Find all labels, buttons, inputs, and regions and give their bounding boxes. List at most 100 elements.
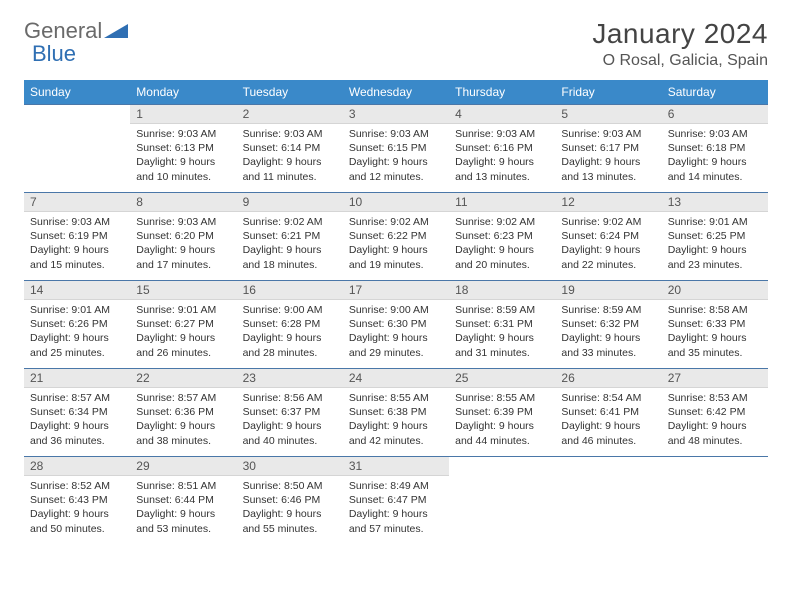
day-details: Sunrise: 8:58 AMSunset: 6:33 PMDaylight:… [662,300,768,363]
calendar-row: 1Sunrise: 9:03 AMSunset: 6:13 PMDaylight… [24,105,768,193]
day-details: Sunrise: 9:02 AMSunset: 6:21 PMDaylight:… [237,212,343,275]
day-details: Sunrise: 8:55 AMSunset: 6:39 PMDaylight:… [449,388,555,451]
calendar-cell: 19Sunrise: 8:59 AMSunset: 6:32 PMDayligh… [555,281,661,369]
calendar-row: 28Sunrise: 8:52 AMSunset: 6:43 PMDayligh… [24,457,768,545]
day-number-empty [662,457,768,475]
day-header: Saturday [662,80,768,105]
day-number: 26 [555,369,661,388]
title-block: January 2024 O Rosal, Galicia, Spain [592,18,768,70]
day-header: Sunday [24,80,130,105]
calendar-cell: 13Sunrise: 9:01 AMSunset: 6:25 PMDayligh… [662,193,768,281]
day-details: Sunrise: 9:03 AMSunset: 6:19 PMDaylight:… [24,212,130,275]
calendar-table: SundayMondayTuesdayWednesdayThursdayFrid… [24,80,768,545]
calendar-row: 7Sunrise: 9:03 AMSunset: 6:19 PMDaylight… [24,193,768,281]
calendar-cell [449,457,555,545]
day-number: 4 [449,105,555,124]
calendar-cell: 3Sunrise: 9:03 AMSunset: 6:15 PMDaylight… [343,105,449,193]
day-details: Sunrise: 8:54 AMSunset: 6:41 PMDaylight:… [555,388,661,451]
day-details: Sunrise: 9:03 AMSunset: 6:16 PMDaylight:… [449,124,555,187]
day-header: Wednesday [343,80,449,105]
day-number: 8 [130,193,236,212]
day-number: 18 [449,281,555,300]
header: General January 2024 O Rosal, Galicia, S… [24,18,768,70]
day-number: 13 [662,193,768,212]
day-number: 11 [449,193,555,212]
day-number: 12 [555,193,661,212]
day-details: Sunrise: 9:02 AMSunset: 6:23 PMDaylight:… [449,212,555,275]
day-number: 30 [237,457,343,476]
day-number: 3 [343,105,449,124]
day-number: 5 [555,105,661,124]
calendar-cell: 25Sunrise: 8:55 AMSunset: 6:39 PMDayligh… [449,369,555,457]
calendar-cell [662,457,768,545]
day-details: Sunrise: 9:03 AMSunset: 6:15 PMDaylight:… [343,124,449,187]
day-number: 27 [662,369,768,388]
day-details: Sunrise: 8:49 AMSunset: 6:47 PMDaylight:… [343,476,449,539]
calendar-cell: 8Sunrise: 9:03 AMSunset: 6:20 PMDaylight… [130,193,236,281]
day-number: 28 [24,457,130,476]
calendar-cell: 14Sunrise: 9:01 AMSunset: 6:26 PMDayligh… [24,281,130,369]
calendar-cell: 11Sunrise: 9:02 AMSunset: 6:23 PMDayligh… [449,193,555,281]
calendar-cell: 28Sunrise: 8:52 AMSunset: 6:43 PMDayligh… [24,457,130,545]
calendar-cell: 23Sunrise: 8:56 AMSunset: 6:37 PMDayligh… [237,369,343,457]
calendar-cell: 18Sunrise: 8:59 AMSunset: 6:31 PMDayligh… [449,281,555,369]
day-details: Sunrise: 9:03 AMSunset: 6:14 PMDaylight:… [237,124,343,187]
calendar-cell: 4Sunrise: 9:03 AMSunset: 6:16 PMDaylight… [449,105,555,193]
day-number: 15 [130,281,236,300]
calendar-cell: 15Sunrise: 9:01 AMSunset: 6:27 PMDayligh… [130,281,236,369]
day-details: Sunrise: 9:01 AMSunset: 6:25 PMDaylight:… [662,212,768,275]
day-number: 2 [237,105,343,124]
calendar-cell: 16Sunrise: 9:00 AMSunset: 6:28 PMDayligh… [237,281,343,369]
day-number: 25 [449,369,555,388]
logo-text-blue: Blue [32,41,76,67]
day-number: 14 [24,281,130,300]
calendar-cell: 26Sunrise: 8:54 AMSunset: 6:41 PMDayligh… [555,369,661,457]
day-details: Sunrise: 9:03 AMSunset: 6:20 PMDaylight:… [130,212,236,275]
day-details: Sunrise: 8:59 AMSunset: 6:32 PMDaylight:… [555,300,661,363]
day-details: Sunrise: 9:03 AMSunset: 6:17 PMDaylight:… [555,124,661,187]
calendar-cell: 9Sunrise: 9:02 AMSunset: 6:21 PMDaylight… [237,193,343,281]
calendar-cell: 31Sunrise: 8:49 AMSunset: 6:47 PMDayligh… [343,457,449,545]
day-details: Sunrise: 9:00 AMSunset: 6:30 PMDaylight:… [343,300,449,363]
day-number: 10 [343,193,449,212]
day-number: 17 [343,281,449,300]
day-number-empty [449,457,555,475]
day-number: 20 [662,281,768,300]
calendar-row: 21Sunrise: 8:57 AMSunset: 6:34 PMDayligh… [24,369,768,457]
day-details: Sunrise: 8:57 AMSunset: 6:36 PMDaylight:… [130,388,236,451]
calendar-cell: 1Sunrise: 9:03 AMSunset: 6:13 PMDaylight… [130,105,236,193]
day-details: Sunrise: 8:53 AMSunset: 6:42 PMDaylight:… [662,388,768,451]
day-details: Sunrise: 9:00 AMSunset: 6:28 PMDaylight:… [237,300,343,363]
calendar-cell: 10Sunrise: 9:02 AMSunset: 6:22 PMDayligh… [343,193,449,281]
day-number: 9 [237,193,343,212]
calendar-row: 14Sunrise: 9:01 AMSunset: 6:26 PMDayligh… [24,281,768,369]
calendar-header-row: SundayMondayTuesdayWednesdayThursdayFrid… [24,80,768,105]
calendar-cell: 24Sunrise: 8:55 AMSunset: 6:38 PMDayligh… [343,369,449,457]
calendar-cell: 6Sunrise: 9:03 AMSunset: 6:18 PMDaylight… [662,105,768,193]
calendar-cell: 12Sunrise: 9:02 AMSunset: 6:24 PMDayligh… [555,193,661,281]
location: O Rosal, Galicia, Spain [592,52,768,70]
calendar-cell [24,105,130,193]
day-details: Sunrise: 8:52 AMSunset: 6:43 PMDaylight:… [24,476,130,539]
day-header: Thursday [449,80,555,105]
day-header: Tuesday [237,80,343,105]
calendar-cell: 30Sunrise: 8:50 AMSunset: 6:46 PMDayligh… [237,457,343,545]
day-details: Sunrise: 9:02 AMSunset: 6:24 PMDaylight:… [555,212,661,275]
day-number: 6 [662,105,768,124]
day-header: Monday [130,80,236,105]
day-header: Friday [555,80,661,105]
calendar-cell: 17Sunrise: 9:00 AMSunset: 6:30 PMDayligh… [343,281,449,369]
calendar-cell: 2Sunrise: 9:03 AMSunset: 6:14 PMDaylight… [237,105,343,193]
calendar-cell: 20Sunrise: 8:58 AMSunset: 6:33 PMDayligh… [662,281,768,369]
day-number: 7 [24,193,130,212]
day-details: Sunrise: 8:57 AMSunset: 6:34 PMDaylight:… [24,388,130,451]
calendar-cell: 7Sunrise: 9:03 AMSunset: 6:19 PMDaylight… [24,193,130,281]
calendar-cell: 5Sunrise: 9:03 AMSunset: 6:17 PMDaylight… [555,105,661,193]
day-details: Sunrise: 9:03 AMSunset: 6:18 PMDaylight:… [662,124,768,187]
day-details: Sunrise: 9:01 AMSunset: 6:26 PMDaylight:… [24,300,130,363]
day-details: Sunrise: 8:55 AMSunset: 6:38 PMDaylight:… [343,388,449,451]
calendar-cell: 22Sunrise: 8:57 AMSunset: 6:36 PMDayligh… [130,369,236,457]
calendar-cell [555,457,661,545]
calendar-cell: 21Sunrise: 8:57 AMSunset: 6:34 PMDayligh… [24,369,130,457]
day-number: 16 [237,281,343,300]
